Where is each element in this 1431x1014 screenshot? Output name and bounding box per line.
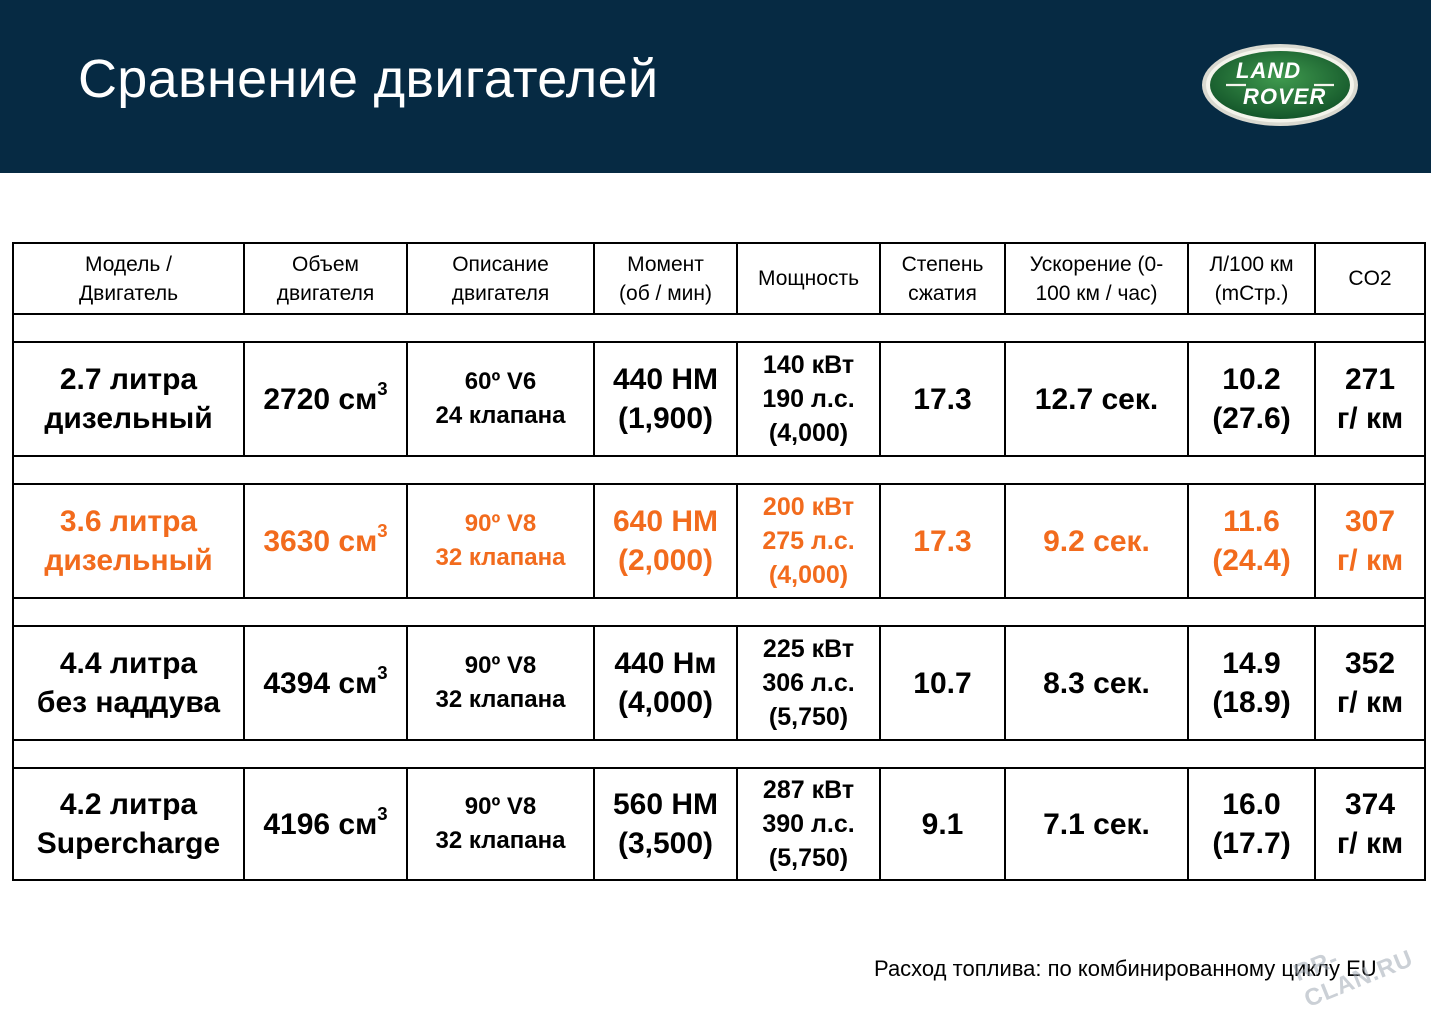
header-volume: Объем двигателя — [243, 242, 408, 315]
cell-consumption: 14.9 (18.9) — [1187, 625, 1316, 741]
cell-co2: 352 г/ км — [1314, 625, 1426, 741]
page-title: Сравнение двигателей — [78, 49, 659, 109]
header-co2: CO2 — [1314, 242, 1426, 315]
header-power: Мощность — [736, 242, 881, 315]
cell-power: 225 кВт 306 л.с. (5,750) — [736, 625, 881, 741]
land-rover-logo — [1202, 44, 1358, 126]
cell-power: 200 кВт 275 л.с. (4,000) — [736, 483, 881, 599]
table-row: 4.2 литра Supercharge 4196 см3 90º V8 32 к… — [12, 767, 1426, 881]
cell-acceleration: 9.2 сек. — [1004, 483, 1189, 599]
cell-consumption: 11.6 (24.4) — [1187, 483, 1316, 599]
spacer-row — [12, 313, 1426, 343]
cell-compression: 9.1 — [879, 767, 1006, 881]
header-consumption: Л/100 км (mСтр.) — [1187, 242, 1316, 315]
cell-torque: 440 НМ (1,900) — [593, 341, 738, 457]
spacer-row — [12, 739, 1426, 769]
cell-torque: 440 Нм (4,000) — [593, 625, 738, 741]
cell-model: 4.4 литра без наддува — [12, 625, 245, 741]
engine-comparison-table: Модель / Двигатель Объем двигателя Описани… — [12, 242, 1426, 881]
cell-power: 140 кВт 190 л.с. (4,000) — [736, 341, 881, 457]
table-header-row: Модель / Двигатель Объем двигателя Описани… — [12, 242, 1426, 315]
cell-consumption: 16.0 (17.7) — [1187, 767, 1316, 881]
cell-volume: 2720 см3 — [243, 341, 408, 457]
watermark: RR-CLAN.RU — [1290, 944, 1418, 1013]
cell-description: 90º V8 32 клапана — [406, 625, 595, 741]
cell-compression: 10.7 — [879, 625, 1006, 741]
cell-volume: 4394 см3 — [243, 625, 408, 741]
cell-consumption: 10.2 (27.6) — [1187, 341, 1316, 457]
cell-co2: 271 г/ км — [1314, 341, 1426, 457]
header-description: Описание двигателя — [406, 242, 595, 315]
header-torque: Момент (об / мин) — [593, 242, 738, 315]
logo-text-bottom: ROVER — [1243, 84, 1327, 109]
cell-power: 287 кВт 390 л.с. (5,750) — [736, 767, 881, 881]
table-row: 2.7 литра дизельный 2720 см3 60º V6 24 кла… — [12, 341, 1426, 457]
header-model: Модель / Двигатель — [12, 242, 245, 315]
cell-description: 60º V6 24 клапана — [406, 341, 595, 457]
table-row: 4.4 литра без наддува 4394 см3 90º V8 32 к… — [12, 625, 1426, 741]
header-acceleration: Ускорение (0- 100 км / час) — [1004, 242, 1189, 315]
cell-co2: 374 г/ км — [1314, 767, 1426, 881]
fuel-footnote: Расход топлива: по комбинированному цикл… — [874, 956, 1377, 981]
header-compression: Степень сжатия — [879, 242, 1006, 315]
cell-compression: 17.3 — [879, 341, 1006, 457]
cell-co2: 307 г/ км — [1314, 483, 1426, 599]
cell-torque: 640 НМ (2,000) — [593, 483, 738, 599]
cell-description: 90º V8 32 клапана — [406, 767, 595, 881]
cell-acceleration: 7.1 сек. — [1004, 767, 1189, 881]
cell-acceleration: 8.3 сек. — [1004, 625, 1189, 741]
spacer-row — [12, 597, 1426, 627]
cell-model: 3.6 литра дизельный — [12, 483, 245, 599]
cell-volume: 4196 см3 — [243, 767, 408, 881]
slide-header: Сравнение двигателей LAND ROVER — [0, 0, 1431, 173]
cell-description: 90º V8 32 клапана — [406, 483, 595, 599]
cell-model: 2.7 литра дизельный — [12, 341, 245, 457]
cell-torque: 560 НМ (3,500) — [593, 767, 738, 881]
logo-text-top: LAND — [1236, 58, 1302, 83]
table-row-highlighted: 3.6 литра дизельный 3630 см3 90º V8 32 кла… — [12, 483, 1426, 599]
spacer-row — [12, 455, 1426, 485]
cell-volume: 3630 см3 — [243, 483, 408, 599]
cell-acceleration: 12.7 сек. — [1004, 341, 1189, 457]
cell-compression: 17.3 — [879, 483, 1006, 599]
cell-model: 4.2 литра Supercharge — [12, 767, 245, 881]
